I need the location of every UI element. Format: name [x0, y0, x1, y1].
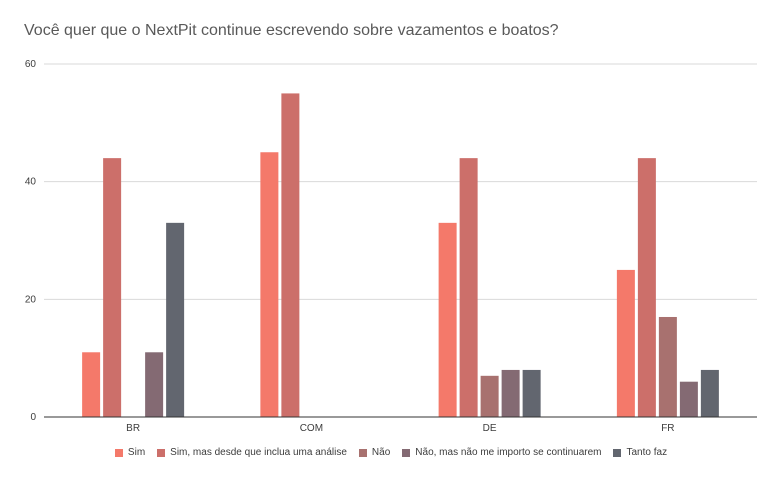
bar-de-series-2 — [459, 158, 478, 417]
legend-label: Tanto faz — [626, 447, 668, 458]
bar-de-series-1 — [438, 222, 457, 417]
bar-fr-series-2 — [637, 158, 656, 417]
bar-de-series-4 — [501, 369, 520, 417]
legend-swatch — [358, 448, 367, 457]
legend-label: Não — [371, 447, 391, 458]
bar-chart: 0 20 40 60 BR COM DE FR — [25, 59, 757, 434]
bar-de-series-5 — [522, 369, 541, 417]
bar-fr-series-1 — [616, 269, 635, 417]
bar-br-series-5 — [166, 222, 185, 417]
x-tick-label: COM — [300, 423, 323, 434]
bar-com-series-1 — [260, 152, 279, 417]
x-tick-label: BR — [126, 423, 140, 434]
bar-br-series-2 — [103, 158, 122, 417]
legend-item: Sim — [114, 447, 146, 458]
legend-item: Tanto faz — [613, 447, 667, 458]
y-tick-label: 40 — [25, 177, 37, 188]
legend-swatch — [114, 448, 123, 457]
legend-swatch — [157, 448, 166, 457]
bar-fr-series-5 — [700, 369, 719, 417]
x-tick-label: DE — [483, 423, 497, 434]
bar-fr-series-4 — [679, 381, 698, 417]
bar-br-series-4 — [145, 352, 164, 417]
chart-title: Você quer que o NextPit continue escreve… — [24, 22, 559, 39]
y-tick-label: 0 — [30, 412, 36, 423]
legend-label: Sim — [127, 447, 146, 458]
legend-swatch — [402, 448, 411, 457]
legend-item: Não, mas não me importo se continuarem — [402, 447, 601, 458]
y-tick-label: 20 — [25, 294, 37, 305]
bar-fr-series-3 — [658, 316, 677, 417]
bar-de-series-3 — [480, 375, 499, 417]
legend-item: Sim, mas desde que inclua uma análise — [157, 447, 347, 458]
x-tick-label: FR — [661, 423, 674, 434]
legend-label: Sim, mas desde que inclua uma análise — [170, 447, 347, 458]
bar-br-series-1 — [82, 352, 101, 417]
legend-item: Não — [358, 447, 391, 458]
bar-com-series-2 — [281, 93, 300, 418]
legend-label: Não, mas não me importo se continuarem — [415, 447, 602, 458]
legend-swatch — [613, 448, 622, 457]
y-tick-label: 60 — [25, 59, 37, 70]
chart-legend: Sim Sim, mas desde que inclua uma análise… — [0, 447, 782, 458]
